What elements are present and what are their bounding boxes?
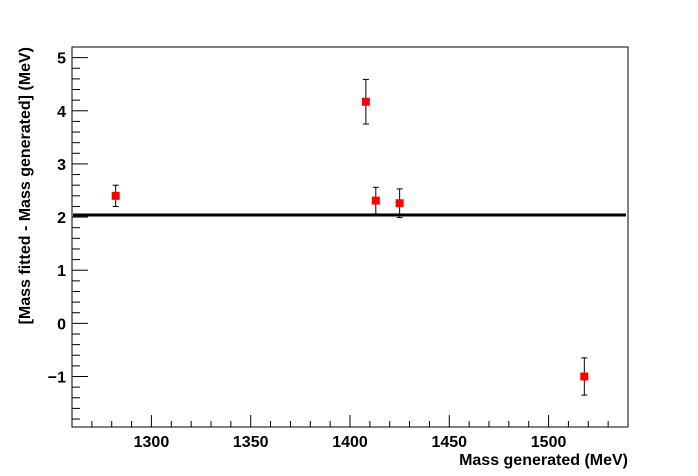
- x-tick-label: 1350: [233, 434, 269, 451]
- data-points: [111, 78, 589, 396]
- y-axis-ticks: [72, 46, 88, 420]
- y-tick-label: 1: [57, 263, 66, 280]
- x-axis-ticks: [71, 415, 629, 427]
- x-tick-label: 1500: [531, 434, 567, 451]
- x-tick-labels: 1300 1350 1400 1450 1500: [134, 434, 567, 451]
- data-point: [371, 196, 380, 205]
- y-tick-label: −1: [48, 370, 66, 387]
- plot-frame: [71, 46, 629, 428]
- x-axis-title: Mass generated (MeV): [459, 452, 628, 469]
- y-tick-label: 3: [57, 157, 66, 174]
- y-tick-label: 4: [57, 104, 66, 121]
- x-tick-label: 1450: [431, 434, 467, 451]
- x-tick-label: 1300: [134, 434, 170, 451]
- y-tick-label: 2: [57, 210, 66, 227]
- y-tick-label: 5: [57, 51, 66, 68]
- data-point: [580, 372, 589, 381]
- data-point: [395, 199, 404, 208]
- y-tick-label: 0: [57, 316, 66, 333]
- x-tick-label: 1400: [332, 434, 368, 451]
- y-tick-labels: −1 0 1 2 3 4 5: [48, 51, 66, 387]
- y-axis-title: [Mass fitted - Mass generated] (MeV): [17, 47, 34, 324]
- data-point: [111, 191, 120, 200]
- data-point: [361, 97, 370, 106]
